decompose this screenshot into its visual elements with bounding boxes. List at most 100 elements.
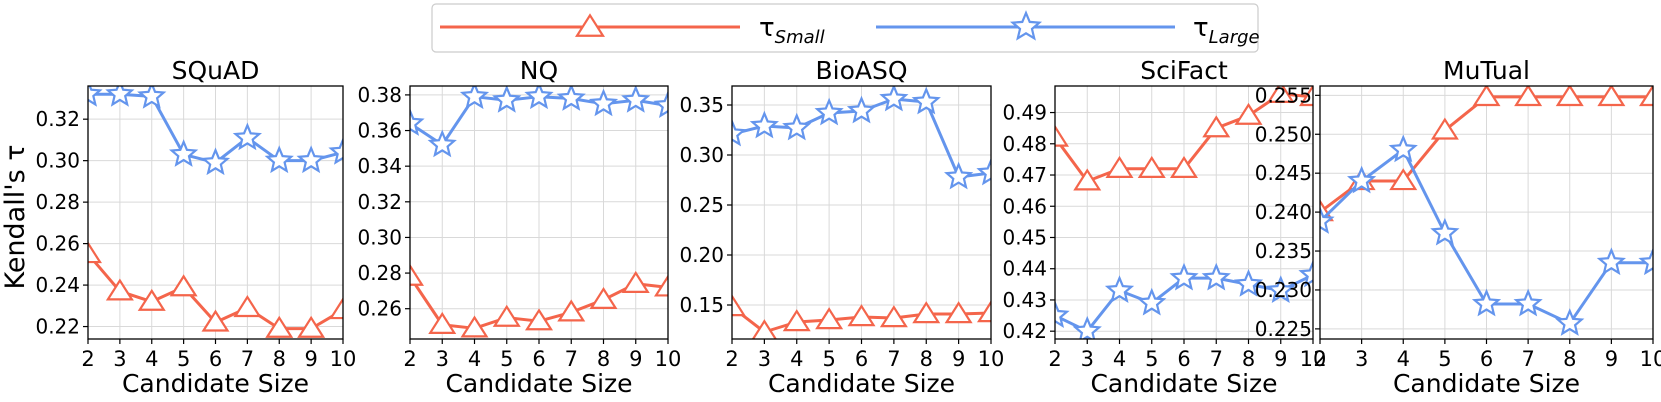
y-tick-label: 0.42 [1002,319,1047,343]
panel-title: SciFact [1140,56,1228,85]
x-tick-label: 6 [1480,347,1493,371]
y-tick-label: 0.235 [1255,239,1312,263]
x-tick-label: 7 [1210,347,1223,371]
x-tick-label: 2 [1313,347,1326,371]
y-tick-label: 0.26 [35,232,80,256]
panel-mutual: 2 3 4 5 6 7 8 9 10 0.225 0.230 0.235 0.240 0.245 0.250… [1255,56,1661,398]
data-point-large [1513,288,1543,317]
legend-label-small: τSmall [759,13,825,48]
x-tick-label: 6 [855,347,868,371]
legend-marker-large [1009,10,1043,41]
legend: τSmall τLarge [431,3,1260,53]
data-point-small [137,288,166,311]
data-point-small [589,286,618,310]
data-point-large [911,86,941,115]
data-point-small [1234,102,1263,125]
x-tick-label: 6 [532,347,545,371]
data-point-large [459,86,490,110]
y-tick-label: 0.24 [35,273,80,297]
y-tick-label: 0.240 [1255,200,1312,224]
y-tick-label: 0.255 [1255,83,1312,107]
y-tick-label: 0.15 [679,293,724,317]
panel-title: SQuAD [172,56,260,85]
data-point-large [879,86,909,112]
y-tick-label: 0.245 [1255,161,1312,185]
data-point-large [1055,300,1070,329]
data-point-small [912,301,941,324]
data-point-large [524,86,554,110]
panel-scifact: 2 3 4 5 6 7 8 9 100.420.430.440.450.460.470.480.… [1002,56,1326,398]
x-tick-label: 7 [887,347,900,371]
series-group [732,86,991,339]
x-tick-label: 4 [790,347,803,371]
data-point-large [944,161,974,190]
x-tick-label: 7 [565,347,578,371]
data-point-large [588,88,619,117]
x-tick-label: 9 [1605,347,1618,371]
x-tick-label: 3 [1081,347,1094,371]
x-axis-label: Candidate Size [1393,369,1580,398]
y-tick-label: 0.250 [1255,122,1312,146]
data-point-large [782,112,812,141]
data-point-large [1320,206,1335,234]
y-tick-label: 0.48 [1002,132,1047,156]
data-point-small [105,278,134,301]
data-point-small [1389,168,1418,191]
y-tick-label: 0.32 [357,190,402,214]
y-tick-label: 0.30 [357,225,402,249]
data-point-large [88,86,103,107]
y-tick-label: 0.32 [35,107,80,131]
data-point-large [200,147,231,176]
x-tick-label: 7 [1521,347,1534,371]
y-tick-label: 0.30 [35,149,80,173]
data-point-small [1472,86,1501,107]
data-point-small [233,295,262,318]
x-tick-label: 5 [177,347,190,371]
x-tick-label: 6 [209,347,222,371]
panel-title: BioASQ [815,56,907,85]
x-axis-label: Candidate Size [1090,369,1277,398]
series-group [1055,86,1313,339]
y-tick-label: 0.43 [1002,288,1047,312]
data-point-large [1072,315,1102,339]
data-point-small [201,309,230,332]
data-point-small [1638,86,1653,107]
data-point-small [732,294,747,317]
data-point-small [879,305,908,328]
legend-marker-small [574,13,606,37]
panel-squad: 2 3 4 5 6 7 8 9 10 0.22 0.24 0.26 0.28 0.30 0.32 SQuAD C… [35,56,356,398]
data-point-large [137,86,167,109]
y-tick-label: 0.230 [1255,278,1312,302]
x-tick-label: 4 [1113,347,1126,371]
x-tick-label: 5 [500,347,513,371]
legend-label-large: τLarge [1193,13,1260,48]
y-tick-label: 0.46 [1002,194,1047,218]
data-point-large [1169,262,1199,291]
y-tick-label: 0.28 [35,190,80,214]
data-point-large [1201,262,1231,291]
y-tick-label: 0.225 [1255,317,1312,341]
data-point-small [751,319,777,339]
data-point-small [169,274,198,297]
data-point-large [410,108,425,136]
data-point-small [265,315,294,338]
y-tick-label: 0.22 [35,315,80,339]
y-tick-label: 0.47 [1002,163,1047,187]
x-tick-label: 2 [403,347,416,371]
y-tick-label: 0.26 [357,297,402,321]
x-tick-label: 7 [241,347,254,371]
x-tick-label: 6 [1177,347,1190,371]
legend-entry-small: τSmall [440,13,825,48]
x-tick-label: 3 [113,347,126,371]
panel-bioasq: 2 3 4 5 6 7 8 9 10 0.15 0.20 0.25 0.30 0.35 BioASQ Cand… [679,56,1004,398]
data-point-small [1597,86,1626,107]
data-point-large [1233,268,1264,297]
grid [87,86,344,339]
x-tick-label: 2 [81,347,94,371]
x-tick-label: 5 [822,347,835,371]
panel-title: MuTual [1443,56,1530,85]
x-axis-label: Candidate Size [768,369,955,398]
data-point-large [427,129,457,158]
data-point-small [1169,155,1199,178]
data-point-large [232,122,262,151]
